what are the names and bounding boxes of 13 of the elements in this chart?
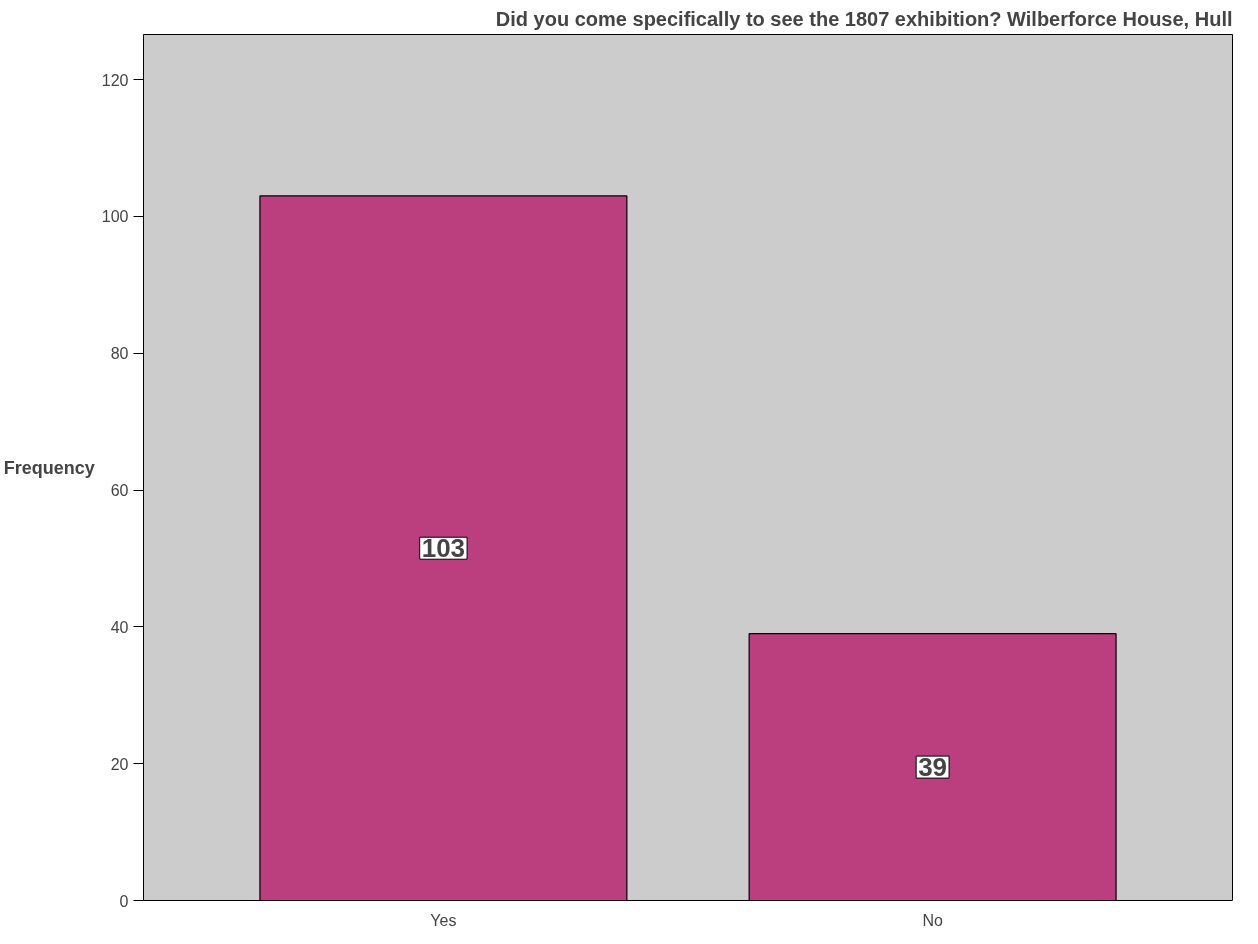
y-tick-label: 120 (101, 71, 129, 89)
y-tick-label: 100 (101, 208, 129, 226)
data-label: 103 (421, 533, 466, 564)
x-tick-label: No (922, 911, 943, 929)
chart-title: Did you come specifically to see the 1807 exhibition? Wilberforce House, Hull (495, 7, 1233, 30)
y-tick-label: 0 (119, 892, 129, 910)
y-tick-label: 20 (110, 755, 129, 773)
y-tick-label: 60 (110, 482, 129, 500)
y-tick-label: 80 (110, 345, 129, 363)
x-tick-label: Yes (430, 911, 457, 929)
y-tick-label: 40 (110, 618, 129, 636)
data-label: 39 (918, 752, 948, 783)
y-axis-title: Frequency (3, 457, 95, 478)
